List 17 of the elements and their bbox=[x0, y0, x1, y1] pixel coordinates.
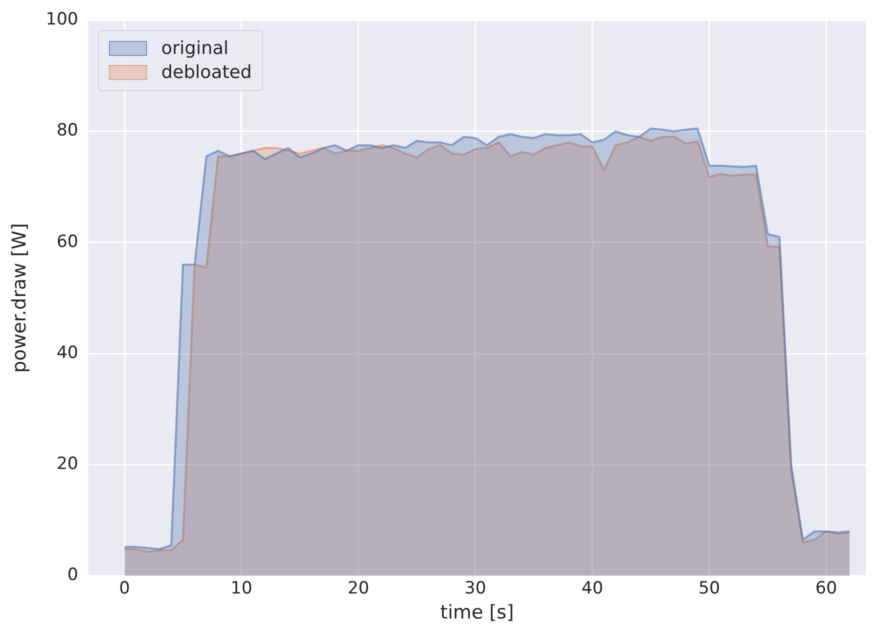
x-tick-label: 0 bbox=[119, 578, 130, 598]
y-tick-label: 80 bbox=[56, 120, 78, 141]
y-tick-label: 0 bbox=[67, 565, 78, 586]
y-axis-title: power.draw [W] bbox=[8, 223, 30, 373]
x-tick-label: 10 bbox=[230, 578, 252, 598]
x-tick-label: 40 bbox=[582, 578, 604, 598]
y-tick-label: 100 bbox=[46, 10, 78, 30]
y-tick-label: 20 bbox=[56, 454, 78, 474]
x-tick-label: 20 bbox=[348, 578, 370, 598]
x-tick-label: 30 bbox=[464, 578, 486, 598]
legend-label: debloated bbox=[161, 62, 252, 84]
x-tick-label: 50 bbox=[698, 578, 720, 598]
y-tick-label: 60 bbox=[56, 232, 78, 252]
x-axis-title: time [s] bbox=[440, 602, 514, 624]
legend-label: original bbox=[161, 38, 229, 60]
x-tick-label: 60 bbox=[815, 578, 838, 598]
y-tick-label: 40 bbox=[56, 342, 78, 363]
